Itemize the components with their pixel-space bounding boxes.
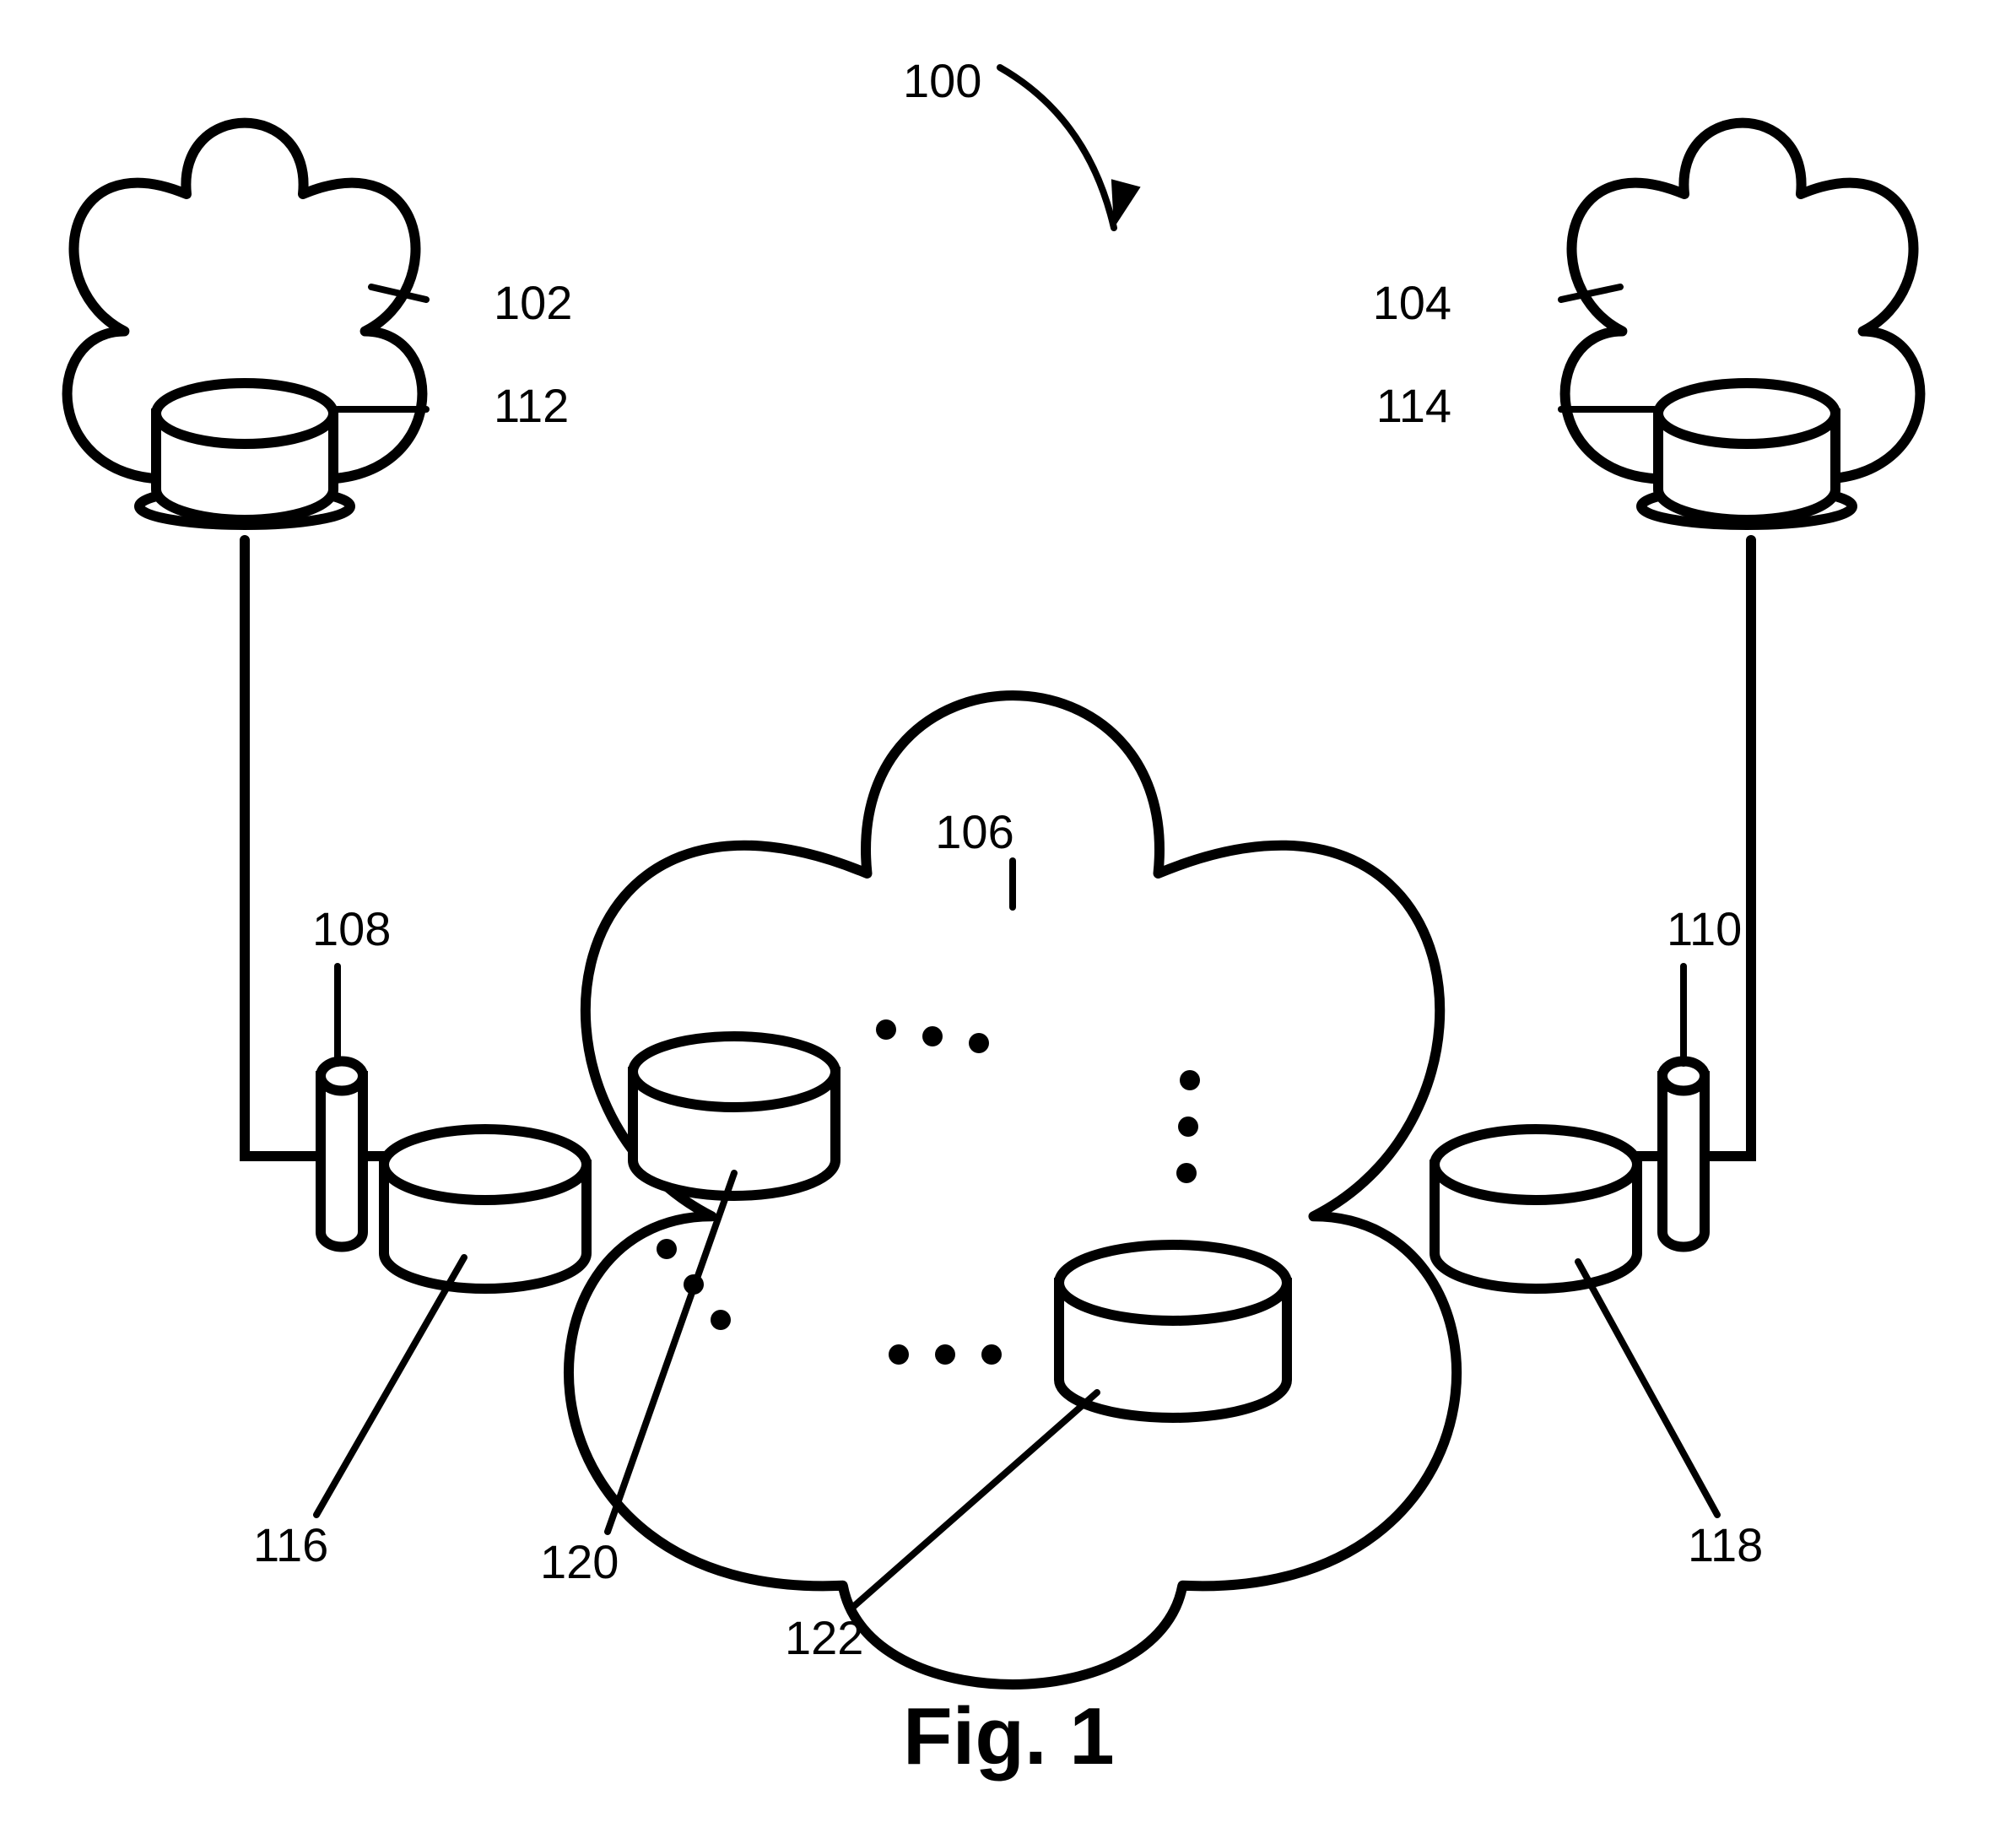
ellipsis-dot bbox=[876, 1019, 896, 1040]
gateway-108 bbox=[321, 1062, 363, 1247]
arrowhead bbox=[1111, 179, 1141, 228]
conn-left bbox=[245, 540, 316, 1156]
gateway-110 bbox=[1662, 1062, 1705, 1247]
conn-right bbox=[1706, 540, 1751, 1156]
ellipsis-dot bbox=[922, 1026, 943, 1046]
label-118: 118 bbox=[1688, 1518, 1763, 1571]
label-fig: Fig. 1 bbox=[903, 1691, 1115, 1782]
label-102: 102 bbox=[494, 276, 572, 329]
ellipsis-dot bbox=[969, 1033, 989, 1053]
label-110: 110 bbox=[1667, 902, 1742, 955]
leader-118 bbox=[1578, 1262, 1717, 1515]
ellipsis-dot bbox=[1176, 1163, 1197, 1183]
cyl-114 bbox=[1658, 383, 1835, 520]
leader-100 bbox=[1000, 68, 1114, 228]
ellipsis-dot bbox=[1178, 1117, 1198, 1137]
label-112: 112 bbox=[494, 379, 569, 432]
label-100: 100 bbox=[903, 54, 981, 107]
leader-116 bbox=[316, 1257, 464, 1515]
label-120: 120 bbox=[540, 1535, 619, 1588]
ellipsis-dot bbox=[711, 1310, 731, 1330]
cyl-116 bbox=[384, 1129, 586, 1289]
label-114: 114 bbox=[1376, 379, 1451, 432]
ellipsis-dot bbox=[1180, 1070, 1200, 1090]
ellipsis-dot bbox=[981, 1344, 1002, 1365]
label-122: 122 bbox=[785, 1611, 863, 1664]
cyl-118 bbox=[1435, 1129, 1637, 1289]
ellipsis-dot bbox=[657, 1239, 677, 1259]
label-108: 108 bbox=[312, 902, 391, 955]
label-116: 116 bbox=[253, 1518, 328, 1571]
ellipsis-dot bbox=[889, 1344, 909, 1365]
label-106: 106 bbox=[935, 805, 1013, 858]
cyl-112 bbox=[156, 383, 333, 520]
ellipsis-dot bbox=[935, 1344, 955, 1365]
label-104: 104 bbox=[1373, 276, 1451, 329]
